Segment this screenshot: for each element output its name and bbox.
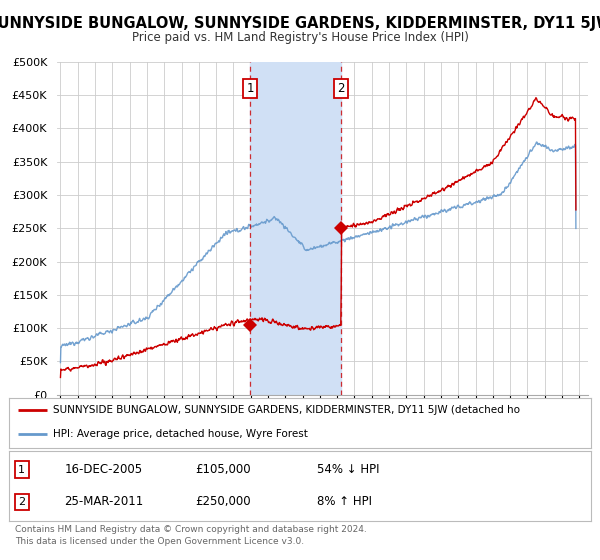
Text: 1: 1 — [19, 465, 25, 475]
Text: SUNNYSIDE BUNGALOW, SUNNYSIDE GARDENS, KIDDERMINSTER, DY11 5JW (detached ho: SUNNYSIDE BUNGALOW, SUNNYSIDE GARDENS, K… — [53, 405, 520, 415]
Text: 54% ↓ HPI: 54% ↓ HPI — [317, 463, 380, 476]
Bar — [250, 62, 341, 395]
Text: 25-MAR-2011: 25-MAR-2011 — [64, 496, 143, 508]
Text: 8% ↑ HPI: 8% ↑ HPI — [317, 496, 373, 508]
Text: SUNNYSIDE BUNGALOW, SUNNYSIDE GARDENS, KIDDERMINSTER, DY11 5JW: SUNNYSIDE BUNGALOW, SUNNYSIDE GARDENS, K… — [0, 16, 600, 31]
Text: HPI: Average price, detached house, Wyre Forest: HPI: Average price, detached house, Wyre… — [53, 429, 308, 439]
Text: 2: 2 — [18, 497, 25, 507]
Text: 16-DEC-2005: 16-DEC-2005 — [64, 463, 142, 476]
Text: 2: 2 — [337, 82, 345, 95]
Text: £105,000: £105,000 — [195, 463, 251, 476]
Text: Contains HM Land Registry data © Crown copyright and database right 2024.
This d: Contains HM Land Registry data © Crown c… — [15, 525, 367, 546]
Text: £250,000: £250,000 — [195, 496, 251, 508]
Text: 1: 1 — [246, 82, 254, 95]
Text: Price paid vs. HM Land Registry's House Price Index (HPI): Price paid vs. HM Land Registry's House … — [131, 31, 469, 44]
